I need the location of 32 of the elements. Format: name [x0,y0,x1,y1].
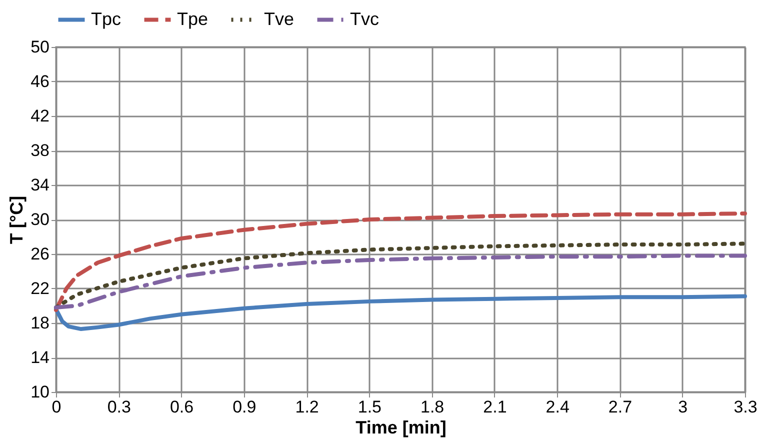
legend-label: Tpc [91,8,122,29]
x-tick-label: 1.8 [420,398,444,416]
x-tick-label: 0.6 [170,398,194,416]
x-tick-label: 1.5 [358,398,382,416]
x-tick-label: 3 [678,398,688,416]
x-tick-label: 1.2 [295,398,319,416]
x-tick-label: 0 [52,398,62,416]
y-axis-title: T [°C] [6,196,27,244]
y-tick-label: 26 [30,244,50,264]
x-tick-label: 2.1 [483,398,507,416]
y-tick-label: 14 [30,348,50,367]
x-axis-title: Time [min] [356,418,446,438]
x-tick-label: 0.3 [107,398,131,416]
y-tick-label: 34 [30,176,50,194]
x-tick-label: 2.7 [608,398,632,416]
y-tick-label: 18 [30,314,50,332]
legend-label: Tpe [177,8,208,29]
x-tick-label: 0.9 [232,398,256,416]
line-series [54,254,747,310]
y-tick-label: 38 [30,141,50,160]
legend-label: Tvc [350,8,379,29]
y-tick-label: 22 [30,279,50,298]
y-tick-label: 10 [30,382,50,402]
y-tick-label: 46 [30,72,50,91]
legend-label: Tve [264,8,294,29]
line-series [54,294,747,332]
line-series [54,211,747,312]
x-tick-label: 3.3 [734,398,758,416]
y-tick-label: 30 [30,210,50,229]
y-tick-label: 50 [30,38,50,56]
x-tick-label: 2.4 [546,398,570,416]
y-tick-label: 42 [30,106,50,126]
